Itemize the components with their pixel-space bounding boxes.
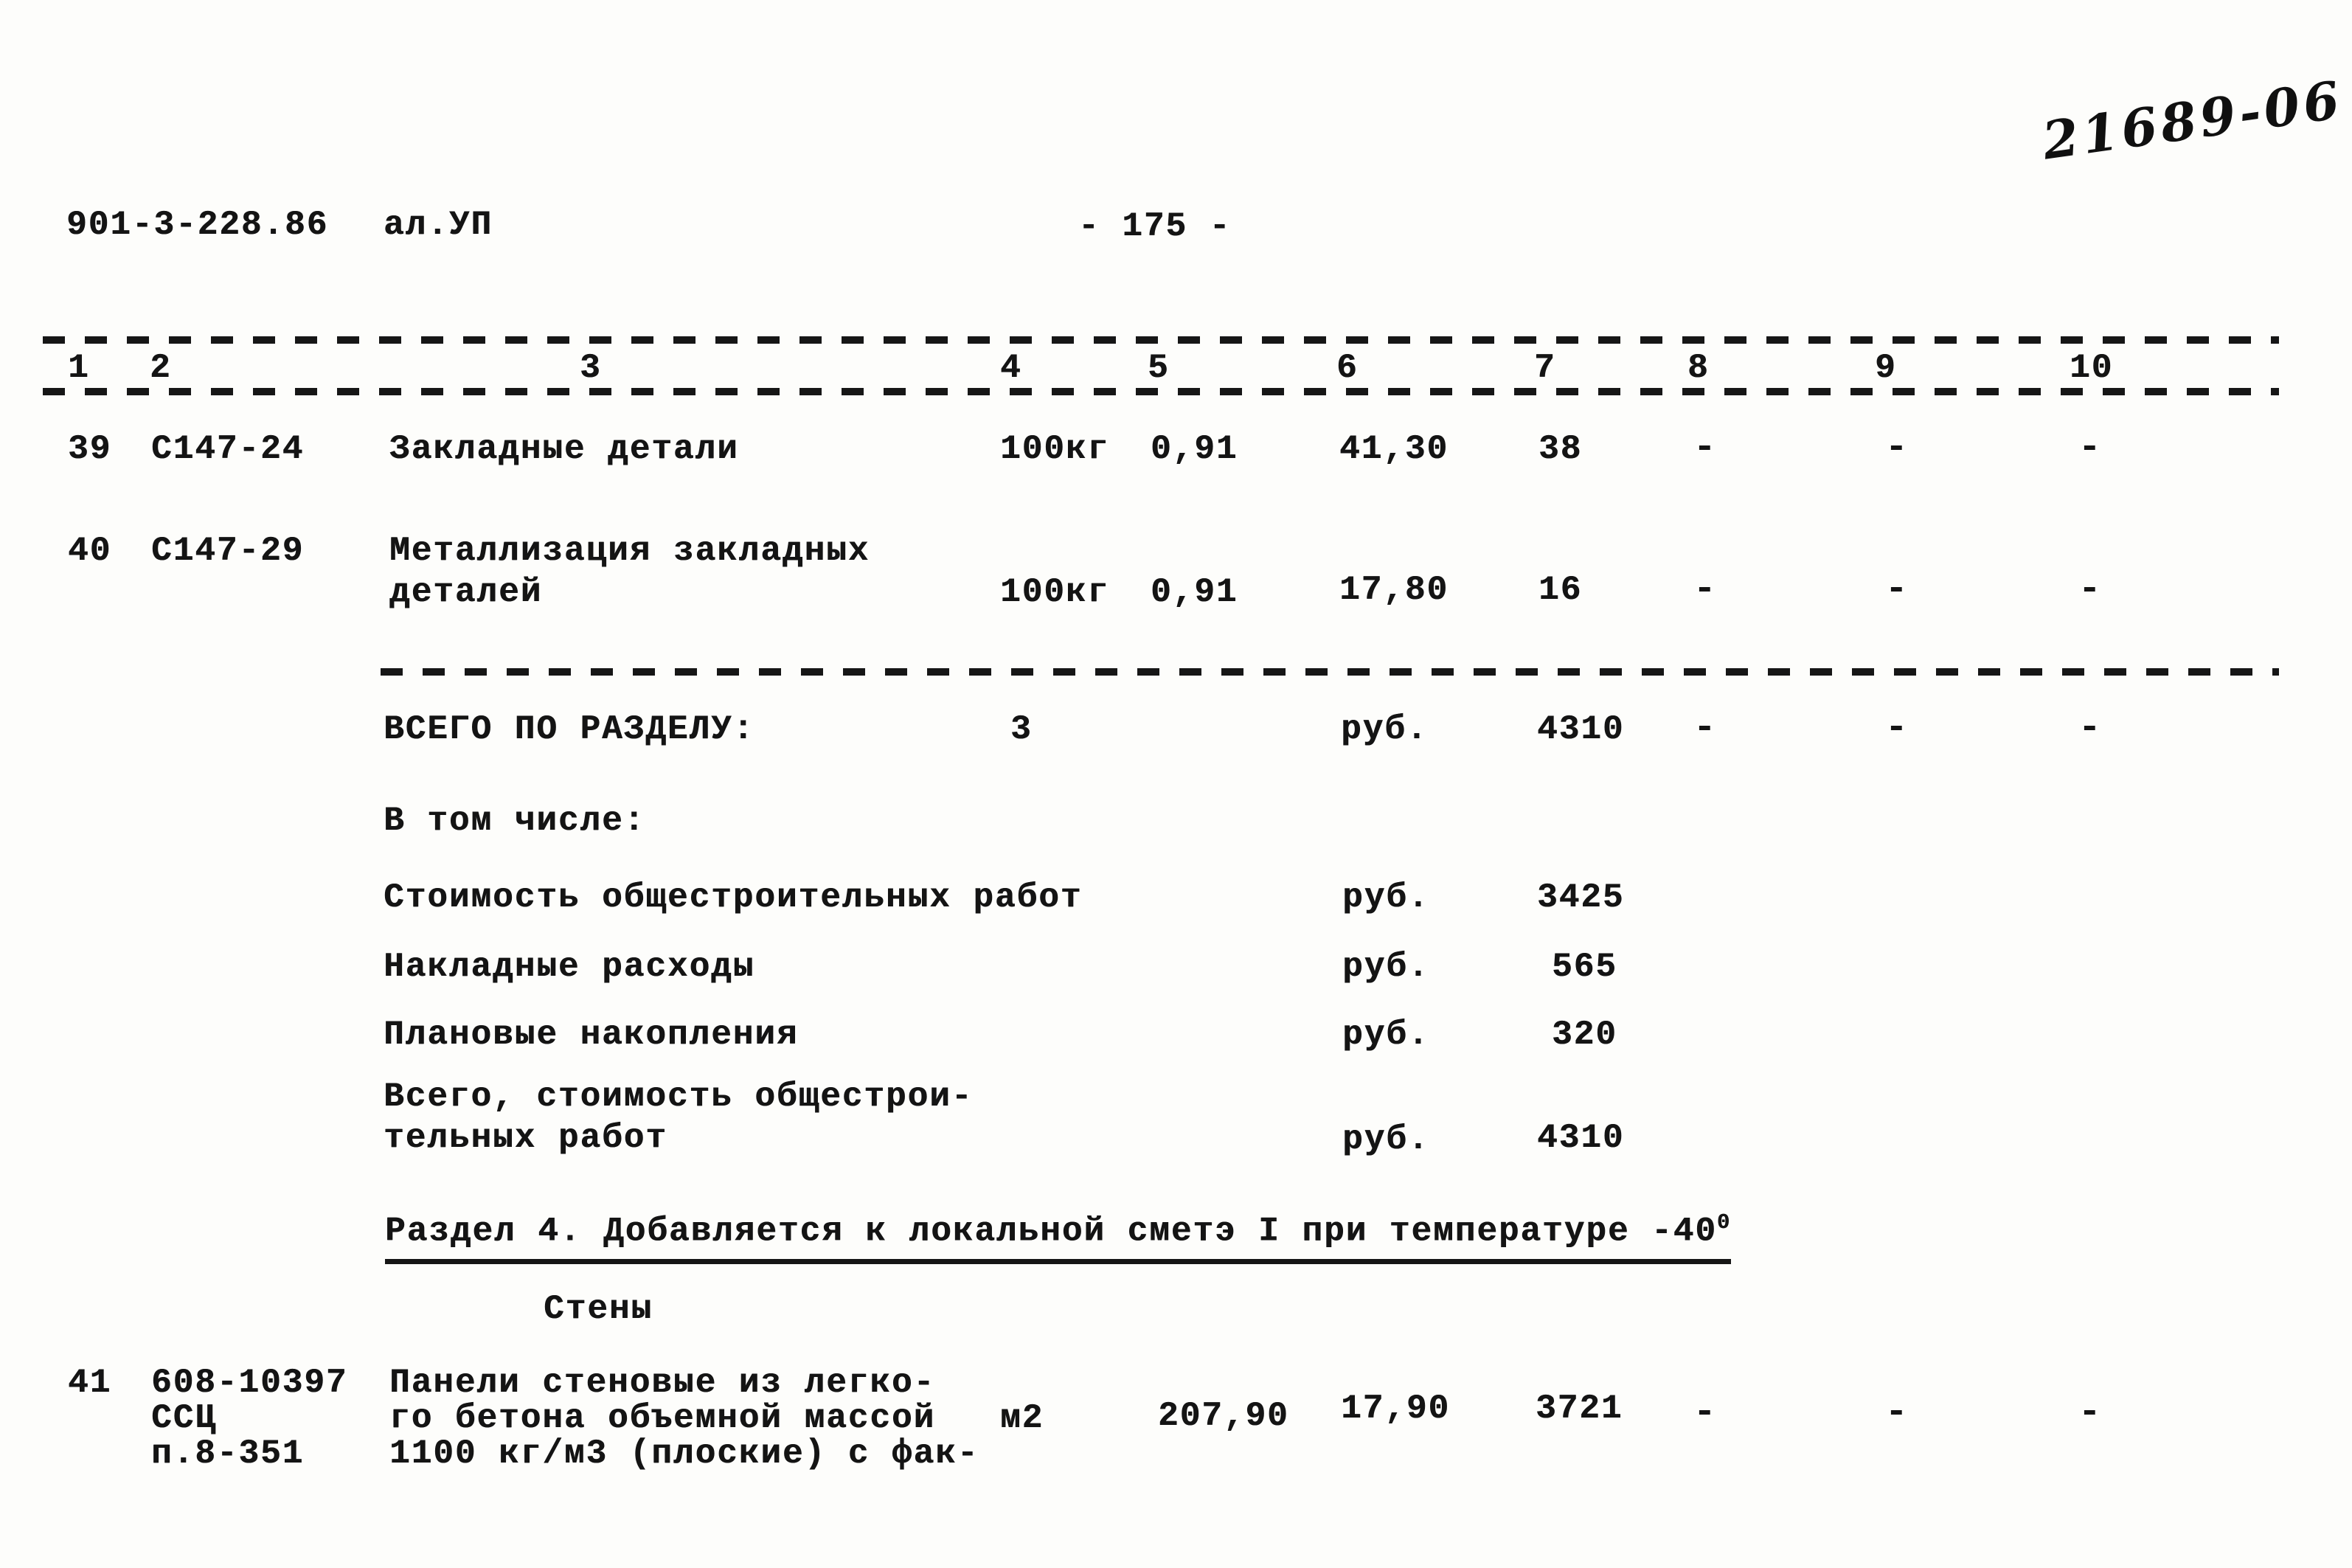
row-41-code-line3: п.8-351 — [151, 1435, 305, 1473]
section4-subtitle: Стены — [544, 1290, 653, 1328]
including-item-2-unit: руб. — [1342, 948, 1430, 986]
col-header-5: 5 — [1148, 349, 1170, 387]
section-total-label: ВСЕГО ПО РАЗДЕЛУ: — [384, 710, 755, 749]
row-41-num: 41 — [68, 1364, 112, 1402]
row-40-col8-dash: - — [1693, 569, 1718, 611]
section4-title-text: Раздел 4. Добавляется к локальной сметэ … — [385, 1212, 1717, 1251]
including-item-4-unit: руб. — [1342, 1120, 1430, 1159]
dashed-separator-header-bottom — [43, 388, 2279, 395]
doc-number: 901-3-228.86 — [66, 206, 329, 244]
row-40-col9-dash: - — [1885, 569, 1909, 611]
row-41-col9-dash: - — [1885, 1392, 1909, 1434]
col-header-3: 3 — [580, 349, 602, 387]
row-41-col8-dash: - — [1693, 1392, 1718, 1434]
row-41-name-line1: Панели стеновые из легко- — [389, 1364, 936, 1402]
row-39-unit: 100кг — [1000, 430, 1110, 468]
section-total-qty: 3 — [1010, 710, 1033, 749]
handwritten-stamp: 21689-06 — [2039, 69, 2347, 172]
col-header-1: 1 — [68, 349, 90, 387]
row-41-name-line3: 1100 кг/м3 (плоские) с фак- — [389, 1435, 979, 1473]
row-40-col10-dash: - — [2078, 569, 2103, 611]
row-40-qty: 0,91 — [1151, 573, 1238, 611]
row-39-col10-dash: - — [2078, 427, 2103, 469]
row-41-total: 3721 — [1536, 1390, 1623, 1428]
including-item-3-unit: руб. — [1342, 1016, 1430, 1054]
col-header-6: 6 — [1336, 349, 1359, 387]
row-40-cost: 17,80 — [1339, 571, 1449, 609]
col-header-2: 2 — [150, 349, 172, 387]
col-header-10: 10 — [2070, 349, 2114, 387]
row-40-name-line2: деталей — [389, 573, 543, 611]
row-39-num: 39 — [68, 430, 112, 468]
row-41-col10-dash: - — [2078, 1392, 2103, 1434]
row-40-num: 40 — [68, 532, 112, 570]
including-item-2-value: 565 — [1552, 948, 1617, 986]
including-item-1-label: Стоимость общестроительных работ — [384, 878, 1083, 917]
row-39-total: 38 — [1538, 430, 1583, 468]
including-item-1-unit: руб. — [1342, 878, 1430, 917]
row-40-unit: 100кг — [1000, 573, 1110, 611]
row-40-name-line1: Металлизация закладных — [389, 532, 870, 570]
col-header-7: 7 — [1534, 349, 1556, 387]
row-39-cost: 41,30 — [1339, 430, 1449, 468]
including-item-4-value: 4310 — [1537, 1119, 1625, 1157]
row-41-name-line2: го бетона объемной массой — [389, 1399, 936, 1437]
row-39-col9-dash: - — [1885, 427, 1909, 469]
row-41-unit: м2 — [1000, 1399, 1044, 1437]
including-header: В том числе: — [384, 802, 646, 840]
row-39-name: Закладные детали — [389, 430, 739, 468]
section-total-unit: руб. — [1341, 710, 1429, 749]
row-41-code-line2: ССЦ — [151, 1399, 217, 1437]
section4-title-superscript: 0 — [1716, 1210, 1731, 1235]
dashed-separator-top — [43, 336, 2279, 344]
including-item-2-label: Накладные расходы — [384, 948, 755, 986]
col-header-8: 8 — [1687, 349, 1710, 387]
row-39-col8-dash: - — [1693, 427, 1718, 469]
row-41-qty: 207,90 — [1158, 1397, 1289, 1435]
page-number: - 175 - — [1078, 207, 1232, 246]
including-item-3-label: Плановые накопления — [384, 1016, 799, 1054]
col-header-9: 9 — [1875, 349, 1897, 387]
row-41-code-line1: 608-10397 — [151, 1364, 348, 1402]
section-total-col10-dash: - — [2078, 707, 2103, 749]
row-40-code: С147-29 — [151, 532, 305, 570]
including-item-4-label-line2: тельных работ — [384, 1119, 667, 1157]
row-41-cost: 17,90 — [1341, 1390, 1451, 1428]
including-item-3-value: 320 — [1552, 1016, 1617, 1054]
section-total-value: 4310 — [1537, 710, 1625, 749]
including-item-1-value: 3425 — [1537, 878, 1625, 917]
row-39-code: С147-24 — [151, 430, 305, 468]
album-label: ал.УП — [384, 206, 493, 244]
section-total-col9-dash: - — [1885, 707, 1909, 749]
including-item-4-label-line1: Всего, стоимость общестрои- — [384, 1078, 974, 1116]
dashed-separator-section — [381, 668, 2279, 676]
row-39-qty: 0,91 — [1151, 430, 1238, 468]
section-total-col8-dash: - — [1693, 707, 1718, 749]
row-40-total: 16 — [1538, 571, 1583, 609]
col-header-4: 4 — [1000, 349, 1022, 387]
section4-title: Раздел 4. Добавляется к локальной сметэ … — [385, 1211, 1731, 1264]
